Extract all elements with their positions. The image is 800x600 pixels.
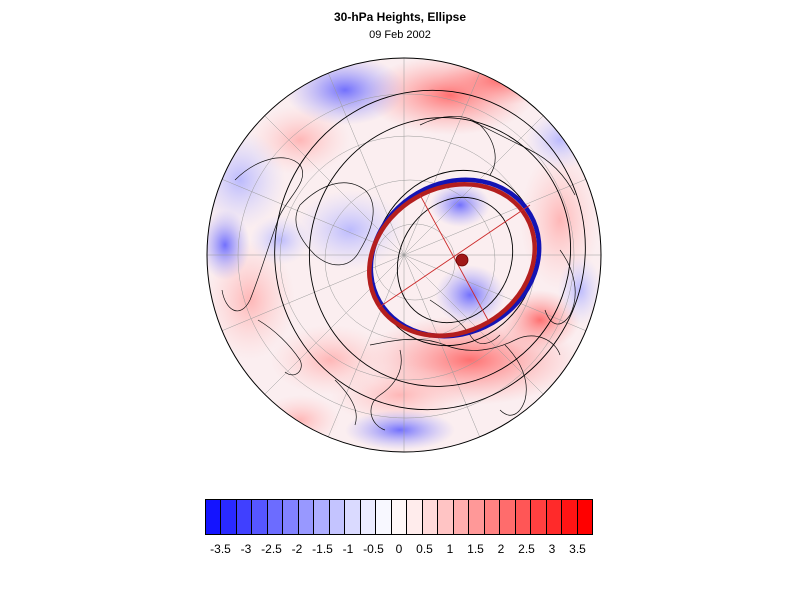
colorbar-swatch [329,500,346,534]
colorbar [205,499,593,535]
map-boundary [206,57,602,453]
colorbar-swatch [562,500,578,534]
height-contours [274,89,586,411]
colorbar-swatch [453,500,470,534]
colorbar-tick-label: 0.5 [416,542,433,556]
colorbar-swatch [206,500,222,534]
colorbar-tick-label: 2 [497,542,505,556]
colorbar-swatch [252,500,268,534]
map-date: 09 Feb 2002 [369,29,431,41]
colorbar-tick-label: -3.5 [210,542,231,556]
colorbar-swatch [407,500,423,534]
colorbar-tick-label: 1 [446,542,454,556]
colorbar-swatch [360,500,377,534]
colorbar-tick-label: -3 [240,542,252,556]
vortex-ellipse-blue [368,177,542,339]
colorbar-swatch [314,500,330,534]
colorbar-swatch [438,500,454,534]
colorbar-tick-label: 3.5 [569,542,586,556]
colorbar-tick-label: -1.5 [312,542,333,556]
colorbar-ticks: -3.5 -3 -2.5 -2 -1.5 -1 -0.5 0 0.5 1 1.5 2 2.5 3 3.5 [205,542,593,558]
colorbar-swatch [283,500,299,534]
colorbar-swatch [515,500,532,534]
colorbar-swatch [298,500,315,534]
colorbar-tick-label: -2 [291,542,303,556]
graticule [207,58,601,452]
colorbar-swatch [221,500,237,534]
colorbar-tick-label: -0.5 [363,542,384,556]
colorbar-swatch [484,500,501,534]
ellipse-axes [377,194,531,321]
colorbar-swatch [376,500,392,534]
colorbar-swatch [500,500,516,534]
colorbar-tick-label: -1 [342,542,354,556]
coastlines [221,116,576,431]
colorbar-swatch [422,500,439,534]
colorbar-swatch [267,500,284,534]
colorbar-swatch [236,500,253,534]
colorbar-swatch [577,500,593,534]
colorbar-tick-label: 2.5 [518,542,535,556]
colorbar-tick-label: 1.5 [467,542,484,556]
colorbar-swatch [345,500,361,534]
colorbar-tick-label: 0 [395,542,403,556]
colorbar-tick-label: -2.5 [261,542,282,556]
colorbar-swatch [391,500,408,534]
colorbar-swatch [469,500,485,534]
map-title: 30-hPa Heights, Ellipse [333,10,467,24]
colorbar-swatch [546,500,563,534]
vortex-ellipse-red [367,182,537,338]
vortex-center-marker [455,253,469,267]
colorbar-tick-label: 3 [548,542,556,556]
colorbar-swatch [531,500,547,534]
